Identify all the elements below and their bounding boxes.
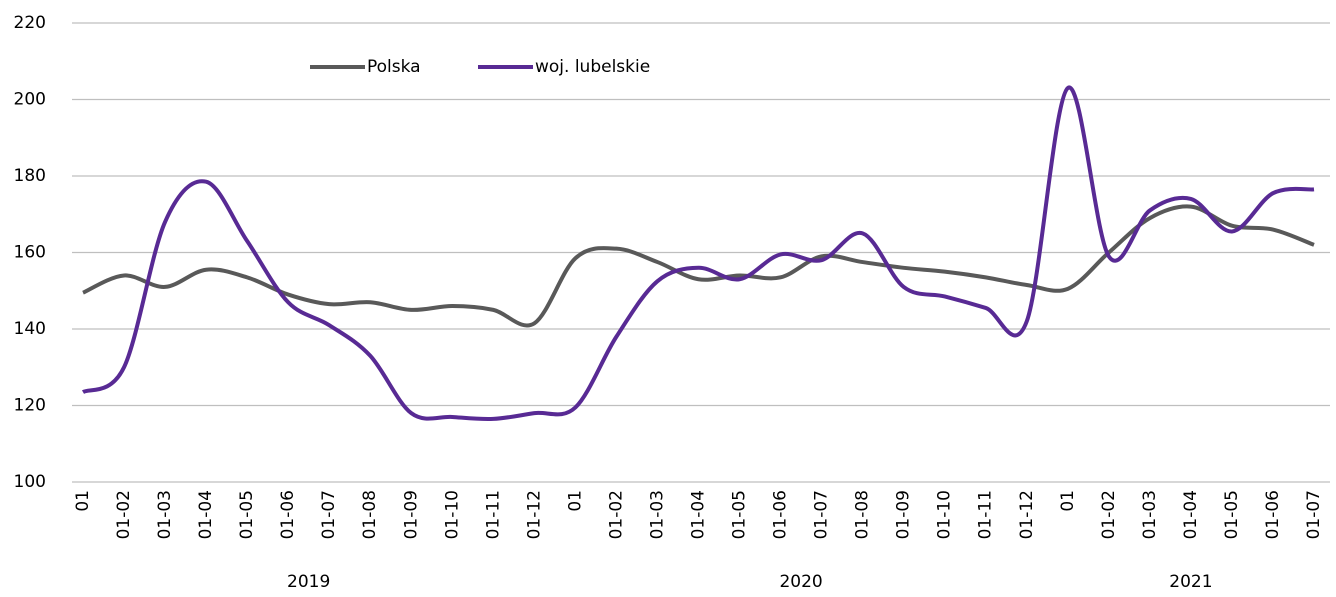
- group-label: 2019: [287, 572, 330, 592]
- x-tick-label: 01-07: [1304, 490, 1324, 539]
- y-tick-label: 100: [14, 472, 46, 492]
- x-tick-label: 01-02: [1099, 490, 1119, 539]
- group-label: 2020: [779, 572, 822, 592]
- x-tick-label: 01-04: [1181, 490, 1201, 539]
- x-tick-label: 01-11: [976, 490, 996, 539]
- x-tick-label: 01-08: [360, 490, 380, 539]
- x-tick-label: 01-09: [894, 490, 914, 539]
- group-label: 2021: [1169, 572, 1212, 592]
- x-tick-label: 01-05: [730, 490, 750, 539]
- x-tick-label: 01-11: [483, 490, 503, 539]
- x-tick-label: 01: [73, 490, 93, 512]
- y-tick-label: 200: [14, 90, 46, 110]
- x-tick-label: 01-12: [524, 490, 544, 539]
- x-tick-label: 01-02: [606, 490, 626, 539]
- legend-label: woj. lubelskie: [535, 57, 650, 77]
- x-tick-label: 01-03: [1140, 490, 1160, 539]
- x-tick-label: 01: [1058, 490, 1078, 512]
- x-tick-label: 01: [565, 490, 585, 512]
- x-tick-label: 01-06: [1263, 490, 1283, 539]
- x-tick-label: 01-05: [237, 490, 257, 539]
- x-tick-label: 01-03: [647, 490, 667, 539]
- x-tick-label: 01-07: [812, 490, 832, 539]
- x-tick-label: 01-12: [1017, 490, 1037, 539]
- series-line: [81, 85, 1315, 422]
- x-tick-label: 01-05: [1222, 490, 1242, 539]
- x-tick-label: 01-04: [196, 490, 216, 539]
- y-tick-label: 140: [14, 319, 46, 339]
- y-tick-label: 160: [14, 243, 46, 263]
- x-tick-label: 01-02: [114, 490, 134, 539]
- x-tick-label: 01-10: [935, 490, 955, 539]
- y-tick-label: 220: [14, 13, 46, 33]
- y-tick-label: 180: [14, 166, 46, 186]
- x-tick-label: 01-10: [442, 490, 462, 539]
- legend-label: Polska: [367, 57, 421, 77]
- x-tick-label: 01-08: [853, 490, 873, 539]
- x-tick-label: 01-06: [771, 490, 791, 539]
- y-tick-label: 120: [14, 396, 46, 416]
- x-tick-label: 01-03: [155, 490, 175, 539]
- x-tick-label: 01-04: [689, 490, 709, 539]
- x-tick-label: 01-09: [401, 490, 421, 539]
- x-tick-label: 01-06: [278, 490, 298, 539]
- x-tick-label: 01-07: [319, 490, 339, 539]
